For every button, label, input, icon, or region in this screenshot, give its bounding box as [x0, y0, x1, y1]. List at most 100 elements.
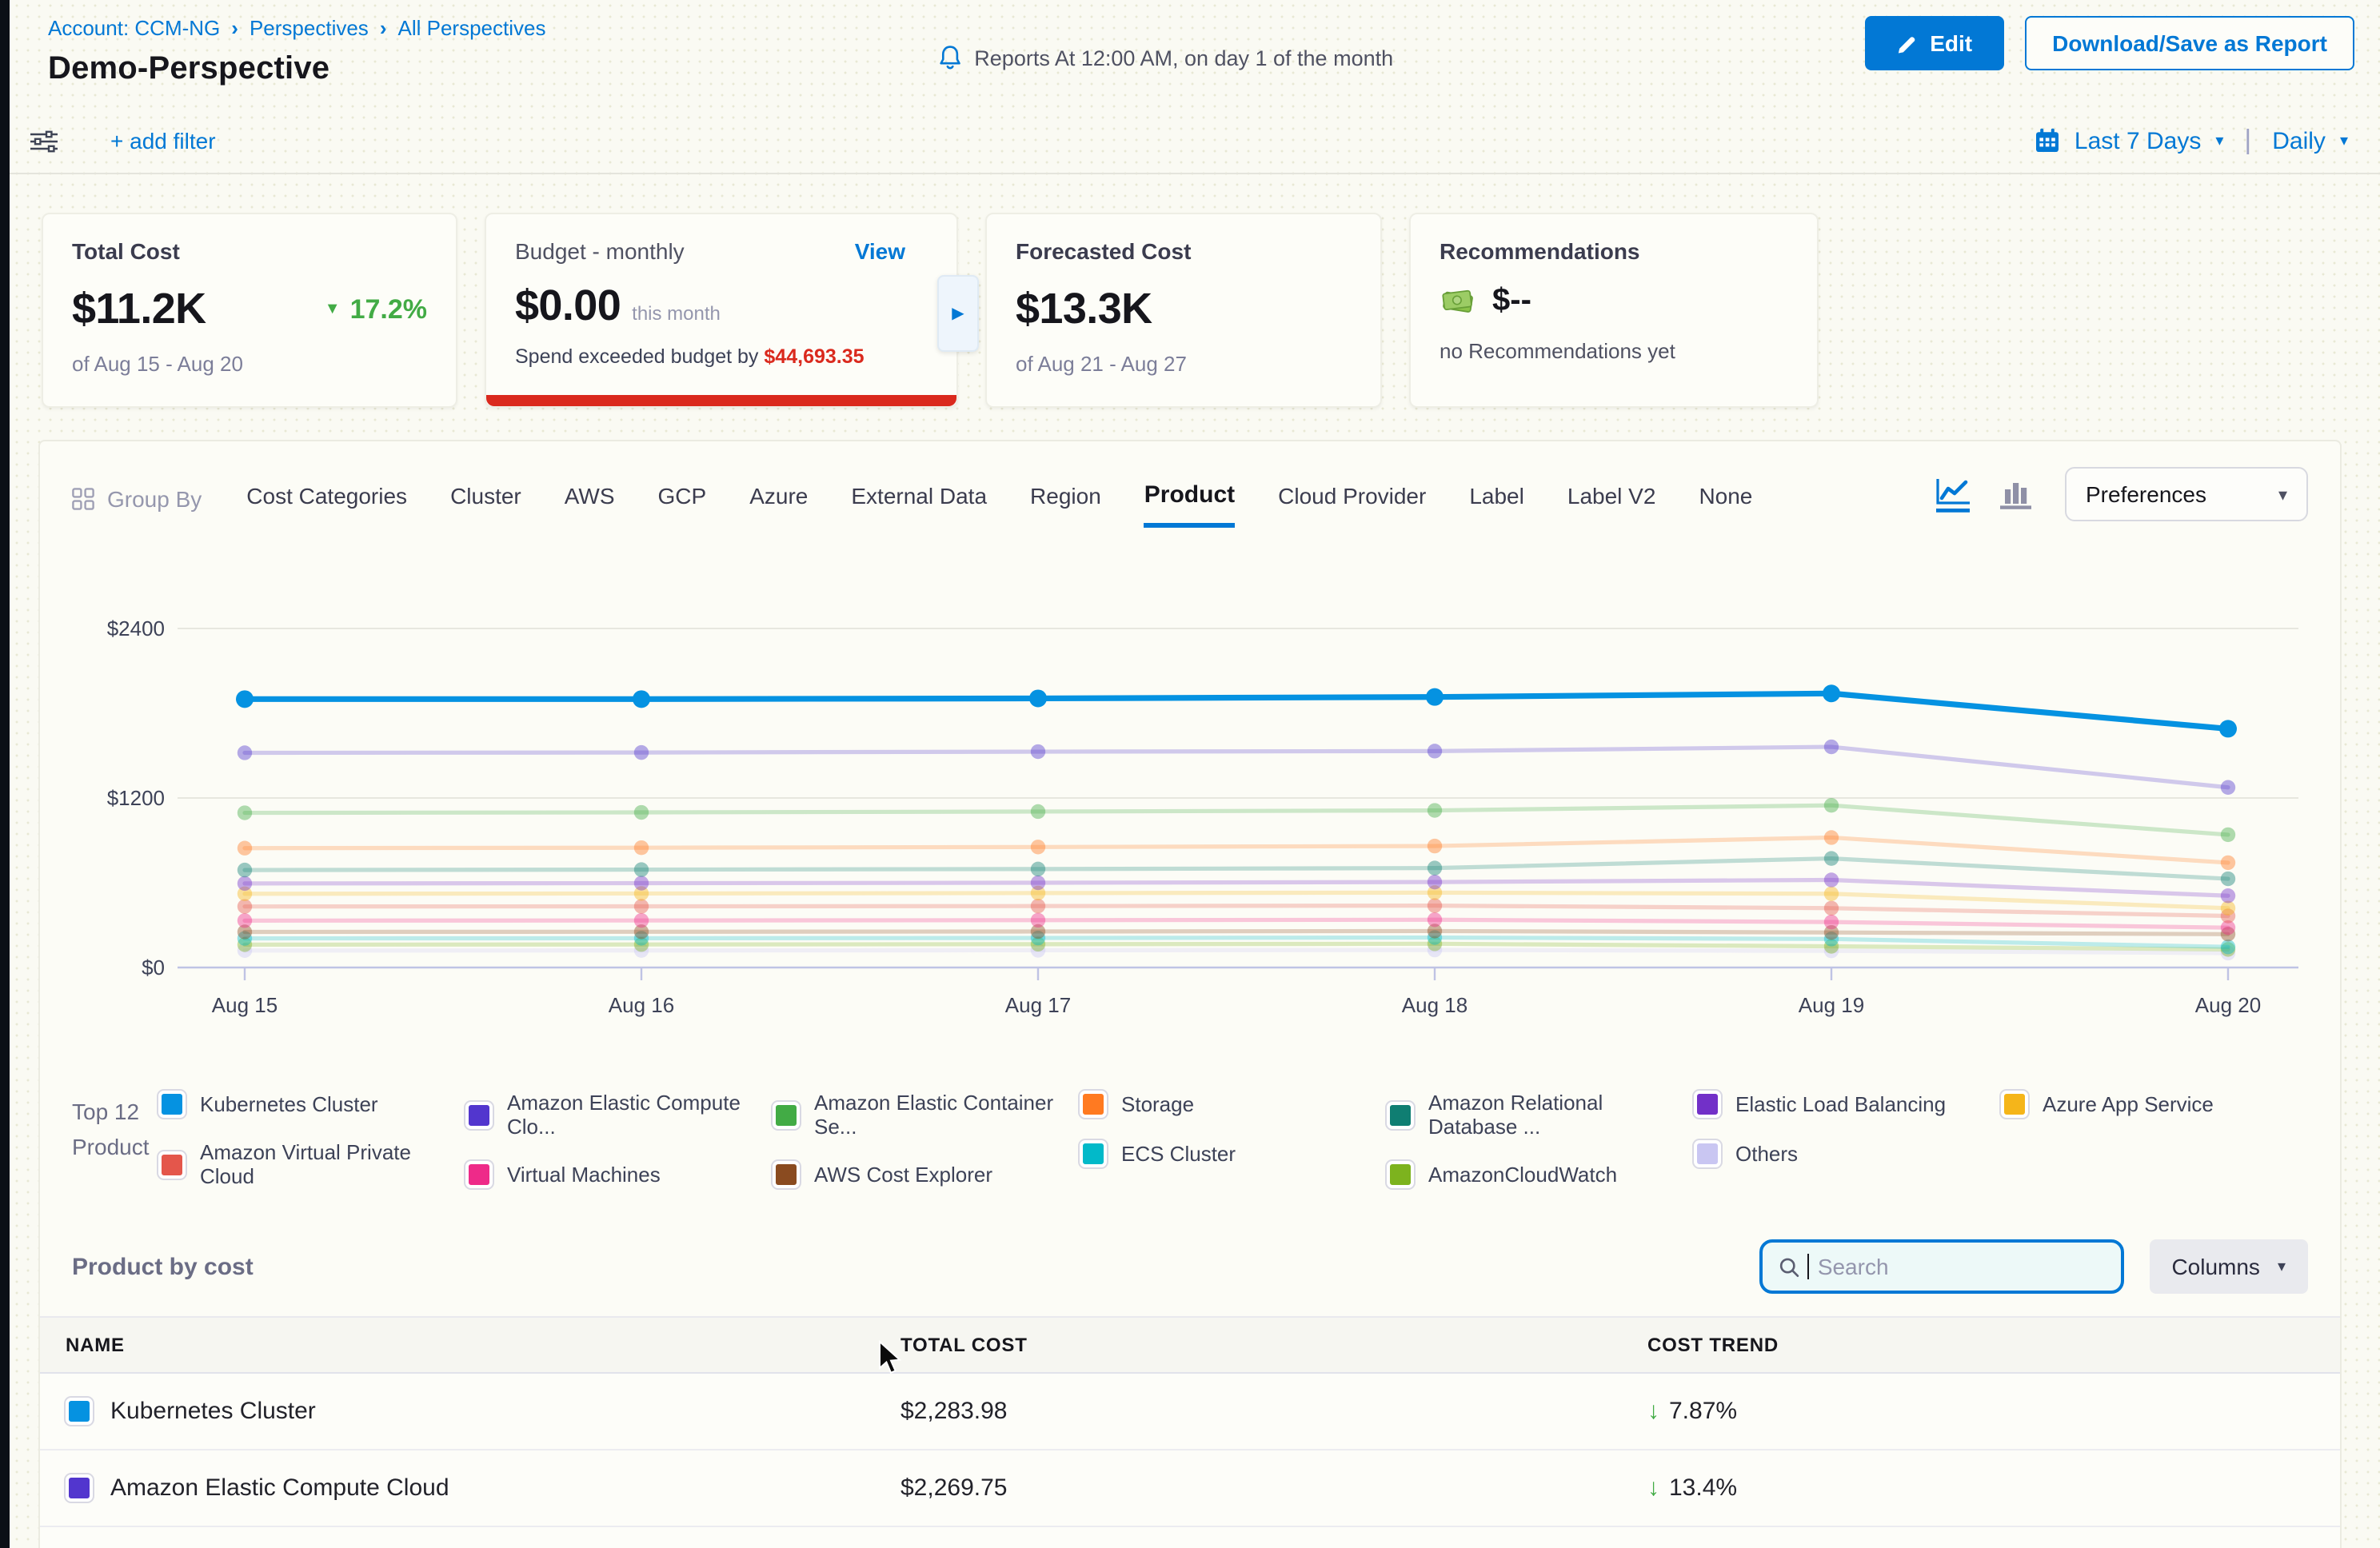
data-point[interactable] — [633, 804, 649, 820]
tab-cloud-provider[interactable]: Cloud Provider — [1278, 483, 1427, 509]
granularity-caret-icon[interactable]: ▾ — [2339, 132, 2348, 150]
table-row[interactable]: Kubernetes Cluster $2,283.98 ↓ 7.87% — [40, 1374, 2340, 1450]
legend-item[interactable]: Amazon Elastic Container Se... — [773, 1091, 1080, 1139]
breadcrumb-perspectives-link[interactable]: Perspectives — [249, 16, 369, 40]
data-point[interactable] — [2220, 780, 2236, 795]
data-point[interactable] — [1427, 942, 1443, 958]
data-point[interactable] — [236, 690, 254, 708]
data-point[interactable] — [633, 690, 650, 708]
add-filter-link[interactable]: + add filter — [110, 128, 216, 154]
legend-item[interactable]: Storage — [1080, 1091, 1387, 1118]
data-point[interactable] — [1029, 689, 1047, 708]
data-point[interactable] — [2220, 927, 2236, 942]
breadcrumb-account-link[interactable]: Account: CCM-NG — [48, 16, 221, 40]
data-point[interactable] — [1823, 886, 1839, 901]
bar-chart-toggle-icon[interactable] — [1995, 475, 2036, 513]
data-point[interactable] — [1030, 936, 1046, 952]
legend-item[interactable]: Amazon Relational Database ... — [1387, 1091, 1694, 1139]
data-point[interactable] — [1030, 804, 1046, 820]
data-point[interactable] — [633, 744, 649, 760]
download-save-report-button[interactable]: Download/Save as Report — [2025, 16, 2354, 70]
data-point[interactable] — [1030, 840, 1046, 855]
preferences-dropdown[interactable]: Preferences ▾ — [2065, 467, 2308, 521]
columns-button[interactable]: Columns ▾ — [2149, 1239, 2308, 1294]
data-point[interactable] — [1823, 924, 1839, 940]
column-header-name[interactable]: NAME — [66, 1334, 125, 1356]
legend-item[interactable]: Others — [1694, 1140, 2001, 1167]
data-point[interactable] — [1823, 830, 1839, 845]
legend-item[interactable]: AmazonCloudWatch — [1387, 1161, 1694, 1188]
data-point[interactable] — [1427, 912, 1443, 928]
data-point[interactable] — [237, 943, 253, 958]
legend-item[interactable]: Azure App Service — [2001, 1091, 2308, 1118]
tab-cost-categories[interactable]: Cost Categories — [246, 483, 408, 509]
data-point[interactable] — [2220, 900, 2236, 916]
data-point[interactable] — [1823, 684, 1840, 703]
data-point[interactable] — [1030, 924, 1046, 940]
data-point[interactable] — [2220, 920, 2236, 936]
column-header-total-cost[interactable]: TOTAL COST — [900, 1334, 1028, 1356]
data-point[interactable] — [237, 886, 253, 901]
legend-item[interactable]: ECS Cluster — [1080, 1140, 1387, 1167]
data-point[interactable] — [237, 876, 253, 892]
tab-region[interactable]: Region — [1030, 483, 1101, 509]
data-point[interactable] — [1426, 688, 1444, 706]
data-point[interactable] — [633, 876, 649, 891]
budget-expander-button[interactable]: ▶ — [937, 275, 979, 352]
tab-external-data[interactable]: External Data — [851, 483, 988, 509]
data-point[interactable] — [633, 912, 649, 928]
data-point[interactable] — [1427, 924, 1443, 939]
data-point[interactable] — [1030, 943, 1046, 958]
data-point[interactable] — [633, 943, 649, 958]
collapsed-nav-strip[interactable] — [0, 0, 10, 1548]
data-point[interactable] — [2220, 945, 2236, 961]
data-point[interactable] — [1030, 744, 1046, 760]
tab-cluster[interactable]: Cluster — [450, 483, 521, 509]
data-point[interactable] — [1030, 912, 1046, 928]
date-range-caret-icon[interactable]: ▾ — [2215, 132, 2224, 150]
data-point[interactable] — [1427, 803, 1443, 818]
data-point[interactable] — [1823, 797, 1839, 813]
legend-item[interactable]: Amazon Virtual Private Cloud — [158, 1140, 465, 1188]
data-point[interactable] — [1427, 860, 1443, 876]
data-point[interactable] — [633, 931, 649, 946]
data-point[interactable] — [237, 840, 253, 856]
data-point[interactable] — [2220, 871, 2236, 887]
data-point[interactable] — [2220, 827, 2236, 843]
tab-azure[interactable]: Azure — [749, 483, 809, 509]
legend-item[interactable]: AWS Cost Explorer — [773, 1161, 1080, 1188]
legend-item[interactable]: Kubernetes Cluster — [158, 1091, 465, 1118]
data-point[interactable] — [1427, 744, 1443, 759]
data-point[interactable] — [2220, 888, 2236, 904]
tab-product[interactable]: Product — [1144, 481, 1236, 528]
data-point[interactable] — [2220, 855, 2236, 871]
data-point[interactable] — [237, 937, 253, 952]
data-point[interactable] — [1427, 885, 1443, 900]
table-row[interactable]: Amazon Elastic Container Service for Kub… — [40, 1527, 2340, 1548]
data-point[interactable] — [1823, 739, 1839, 755]
edit-button[interactable]: Edit — [1864, 16, 2005, 70]
data-point[interactable] — [2220, 942, 2236, 957]
data-point[interactable] — [1823, 900, 1839, 916]
search-input[interactable] — [1759, 1239, 2124, 1294]
data-point[interactable] — [1030, 861, 1046, 877]
data-point[interactable] — [633, 899, 649, 914]
data-point[interactable] — [1427, 898, 1443, 913]
data-point[interactable] — [1823, 851, 1839, 866]
search-text-field[interactable] — [1817, 1254, 2105, 1279]
data-point[interactable] — [237, 931, 253, 946]
line-chart-svg[interactable]: $0 $1200 $2400 Aug 15 Aug 16 Aug 17 Aug 18 Aug … — [72, 600, 2308, 1079]
column-header-cost-trend[interactable]: COST TREND — [1647, 1334, 1779, 1356]
table-row[interactable]: Amazon Elastic Compute Cloud $2,269.75 ↓ 13… — [40, 1450, 2340, 1527]
data-point[interactable] — [1823, 932, 1839, 947]
data-point[interactable] — [2220, 908, 2236, 924]
legend-item[interactable]: Amazon Elastic Compute Clo... — [465, 1091, 773, 1139]
data-point[interactable] — [1427, 930, 1443, 945]
data-point[interactable] — [2219, 720, 2237, 738]
budget-view-link[interactable]: View — [854, 238, 905, 264]
data-point[interactable] — [633, 937, 649, 952]
data-point[interactable] — [2220, 940, 2236, 955]
tab-label-v2[interactable]: Label V2 — [1567, 483, 1656, 509]
legend-item[interactable]: Elastic Load Balancing — [1694, 1091, 2001, 1118]
tab-none[interactable]: None — [1699, 483, 1753, 509]
